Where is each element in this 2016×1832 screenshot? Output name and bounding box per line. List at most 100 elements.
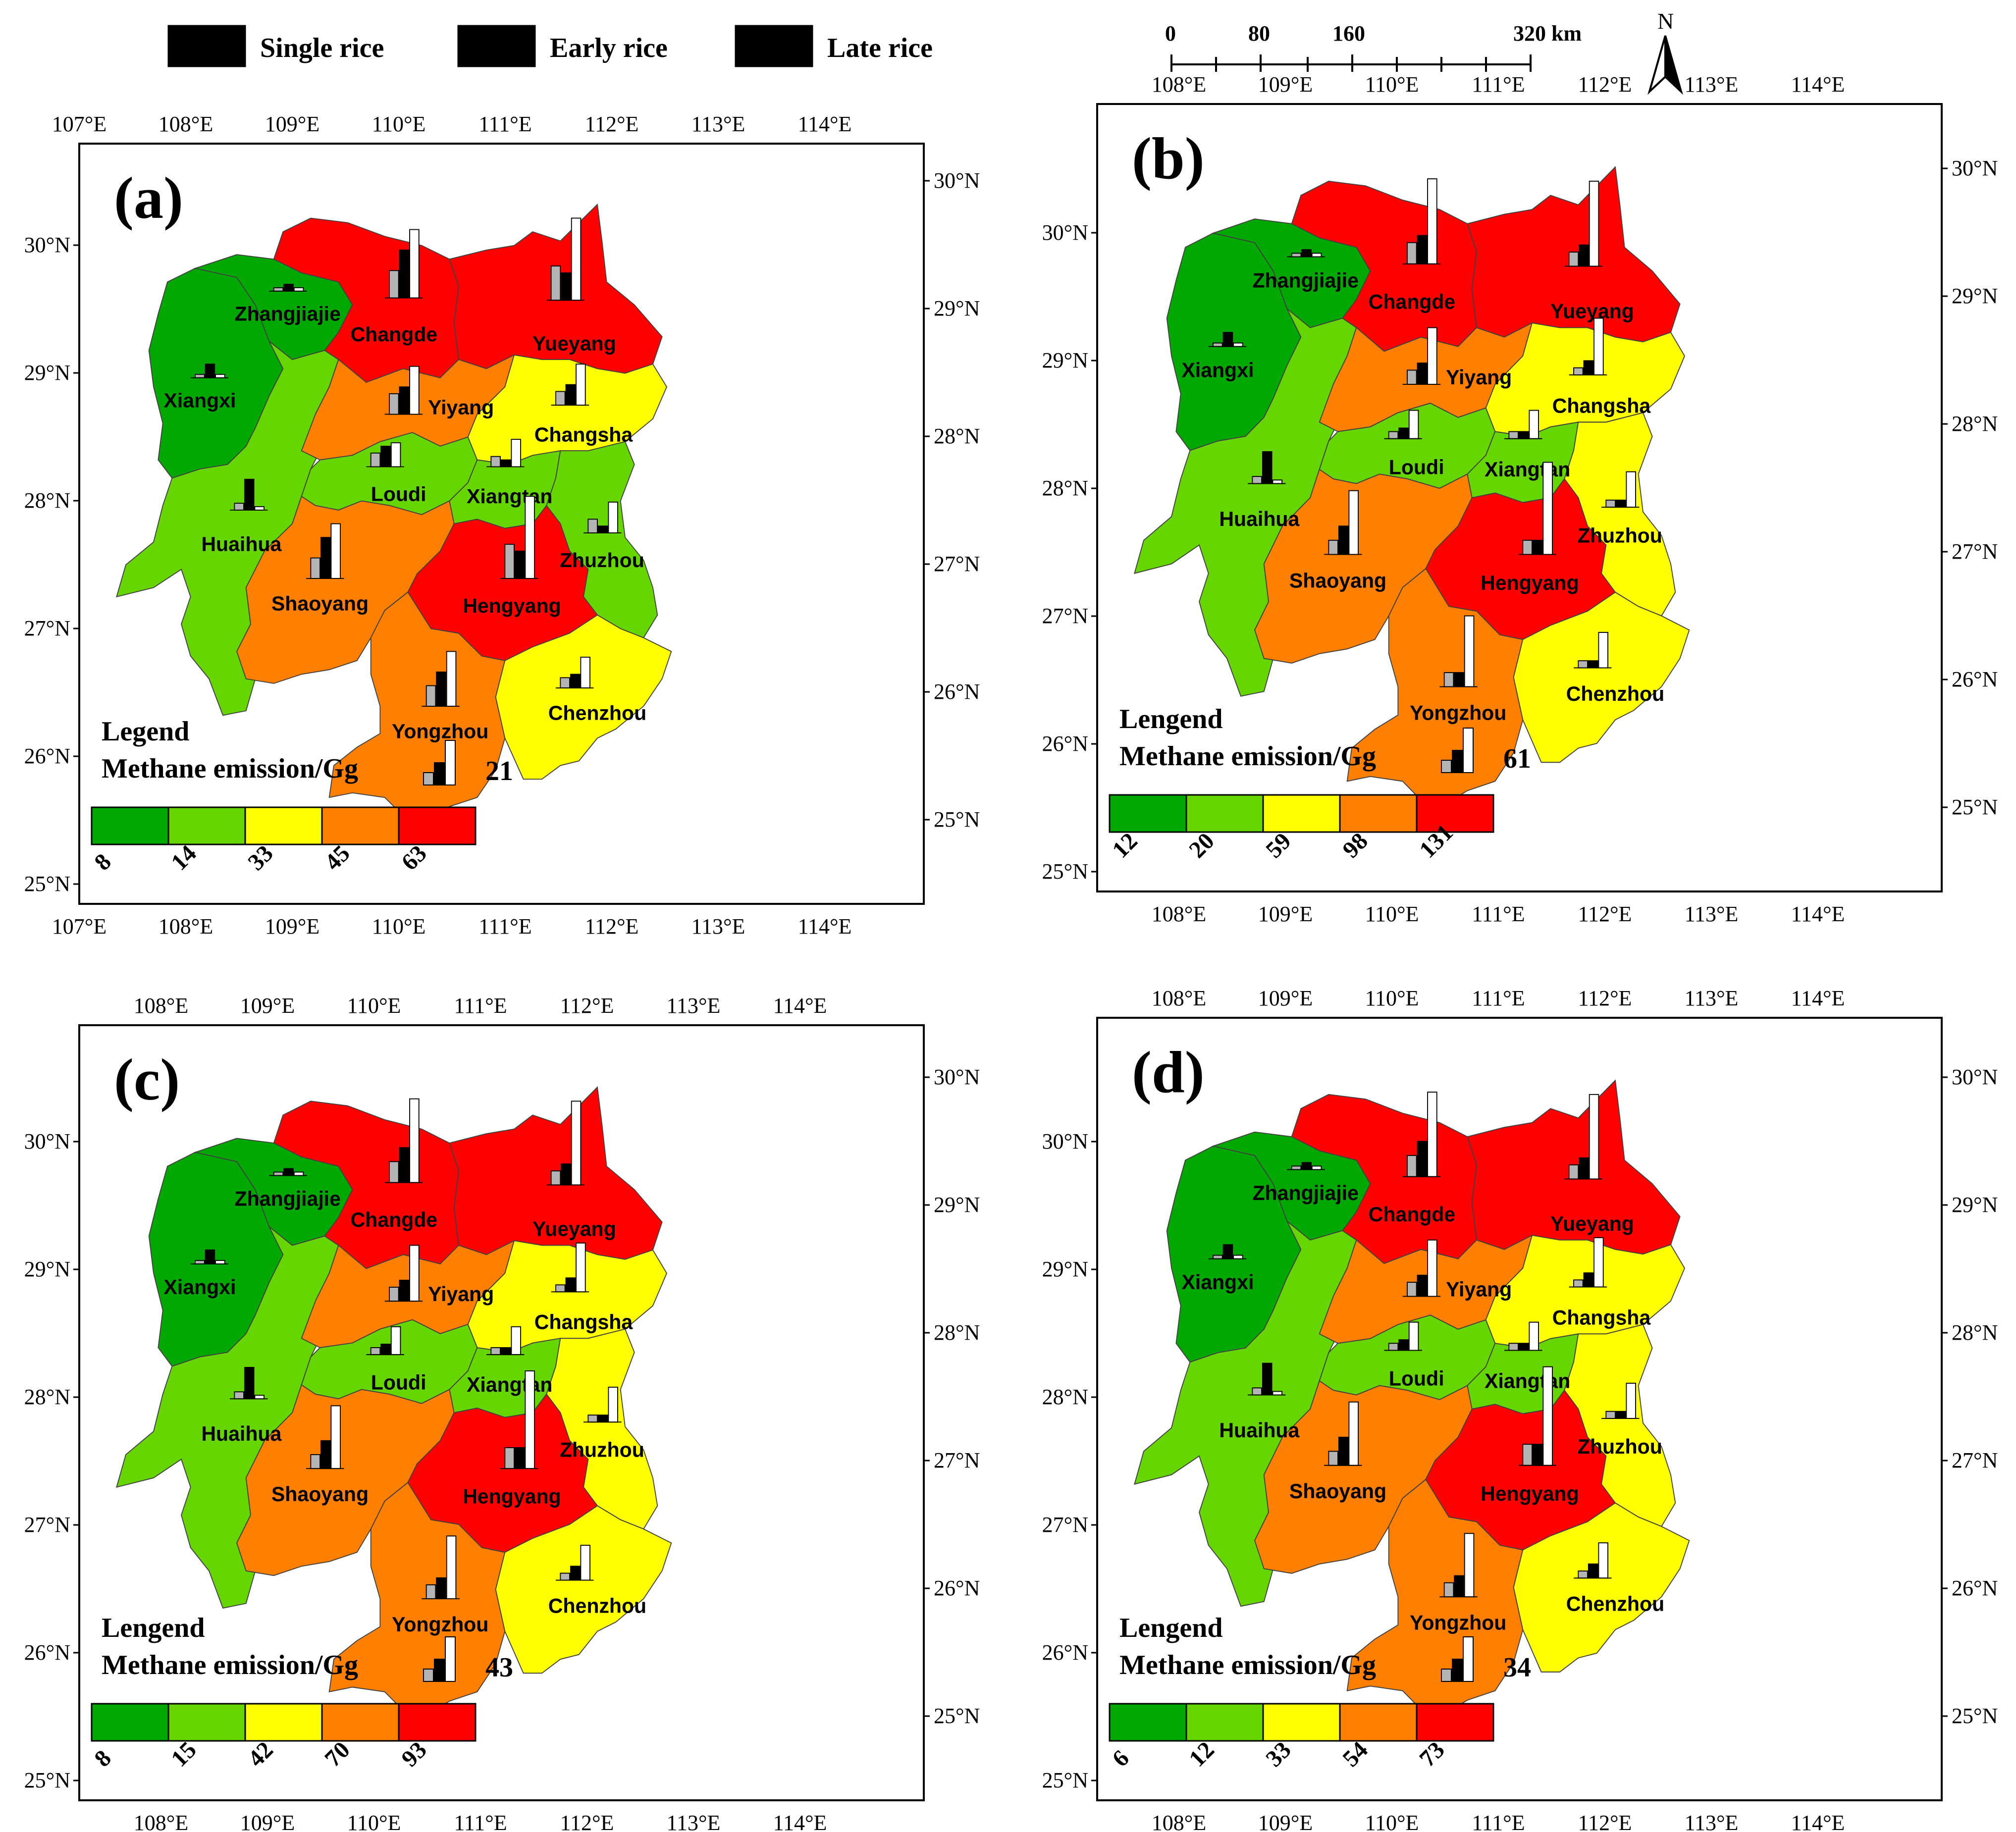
city-label-loudi: Loudi	[1389, 1367, 1444, 1390]
region-chenzhou[interactable]	[1513, 1502, 1690, 1673]
early-rice-bar	[1605, 1411, 1616, 1419]
lat-tick-right: 30°N	[1952, 156, 1998, 180]
map-panel-1: Zhangjiajie Changde Yueyang Xiangxi Yiyang Ch…	[24, 112, 980, 939]
legend-bar-icon	[1441, 728, 1474, 773]
late-rice-bar	[1408, 410, 1419, 439]
lat-tick-right: 26°N	[1952, 1576, 1998, 1600]
lat-tick-right: 26°N	[934, 1576, 980, 1600]
bar-chart-changsha	[1569, 317, 1607, 375]
lon-tick-top: 112°E	[1578, 986, 1632, 1010]
city-label-loudi: Loudi	[371, 483, 426, 506]
region-chenzhou[interactable]	[495, 1505, 672, 1674]
early-rice-bar	[1443, 672, 1454, 687]
early-rice-bar	[1578, 660, 1588, 669]
late-rice-bar	[1311, 1165, 1322, 1170]
city-label-changde: Changde	[1369, 1203, 1456, 1226]
bar-chart-huaihua	[230, 1367, 268, 1400]
single-rice-bar	[1454, 672, 1464, 687]
bar-chart-loudi	[366, 442, 404, 468]
city-label-huaihua: Huaihua	[201, 533, 281, 556]
late-rice-bar	[1542, 1366, 1553, 1466]
early-rice-bar	[1407, 369, 1417, 385]
late-rice-bar	[409, 366, 420, 415]
late-rice-bar	[1464, 615, 1475, 687]
city-label-changsha: Changsha	[1552, 1306, 1651, 1329]
late-rice-bar	[330, 523, 341, 579]
single-rice-bar	[500, 459, 511, 468]
city-label-chenzhou: Chenzhou	[1566, 1592, 1664, 1615]
legend-class-1	[1109, 794, 1187, 833]
bar-chart-yongzhou	[1439, 615, 1478, 687]
bar-chart-zhuzhou	[1601, 1382, 1640, 1419]
legend-class-4	[321, 1703, 400, 1742]
lat-tick-left: 30°N	[1042, 220, 1088, 245]
region-chenzhou[interactable]	[495, 614, 672, 780]
legend-bar-icon	[423, 740, 456, 785]
legend-class-3	[244, 1703, 323, 1742]
early-rice-bar	[587, 519, 598, 533]
early-rice-bar	[504, 1447, 515, 1469]
late-rice-bar	[580, 1545, 590, 1581]
lon-tick-bottom: 110°E	[347, 1811, 401, 1832]
city-label-yueyang: Yueyang	[532, 332, 616, 355]
lon-tick-top: 111°E	[478, 112, 531, 136]
city-label-xiangtan: Xiangtan	[1485, 1369, 1570, 1392]
early-rice-bar	[504, 544, 515, 579]
early-rice-bar	[389, 1161, 399, 1183]
bar-chart-xiangxi	[190, 1249, 229, 1264]
lat-tick-right: 25°N	[1952, 795, 1998, 819]
lat-tick-right: 27°N	[934, 552, 980, 576]
lat-tick-left: 26°N	[1042, 732, 1088, 756]
legend-unit: Methane emission/Gg	[102, 1650, 358, 1680]
single-rice-bar	[570, 1566, 581, 1581]
panel-label: (a)	[114, 165, 183, 231]
late-rice-bar	[608, 501, 618, 533]
scale-tick-0: 0	[1165, 21, 1176, 46]
bar-chart-xiangxi	[190, 364, 229, 378]
region-chenzhou[interactable]	[1513, 591, 1690, 763]
lat-tick-right: 29°N	[1952, 284, 1998, 308]
early-rice-bar	[310, 1454, 320, 1469]
early-rice-bar	[1407, 242, 1417, 264]
lat-tick-left: 30°N	[24, 233, 70, 257]
lon-tick-top: 110°E	[1365, 986, 1419, 1010]
city-label-yongzhou: Yongzhou	[1410, 701, 1506, 725]
single-rice-bar	[565, 1277, 576, 1293]
late-rice-bar	[409, 1098, 420, 1183]
lon-tick-bottom: 113°E	[691, 914, 745, 939]
lon-tick-top: 108°E	[1152, 72, 1206, 97]
bar-chart-changsha	[1569, 1237, 1607, 1288]
legend-bar-value: 34	[1503, 1652, 1531, 1683]
bar-chart-changde	[384, 1098, 423, 1183]
city-label-loudi: Loudi	[1389, 455, 1444, 479]
lon-tick-top: 110°E	[1365, 72, 1419, 97]
single-rice-bar	[561, 272, 571, 301]
city-label-chenzhou: Chenzhou	[548, 1594, 646, 1617]
single-rice-bar	[1301, 1162, 1312, 1170]
early-rice-bar	[425, 685, 436, 707]
late-rice-bar	[1427, 327, 1437, 385]
early-rice-bar	[1573, 367, 1584, 375]
legend-class-5	[398, 806, 477, 845]
early-rice-bar	[550, 265, 561, 301]
single-rice-bar	[1417, 235, 1428, 264]
bar-chart-chenzhou	[1573, 631, 1612, 669]
city-label-hengyang: Hengyang	[463, 1485, 561, 1508]
bar-chart-xiangtan	[486, 1326, 525, 1356]
single-rice-label: Single rice	[260, 33, 384, 63]
single-rice-bar	[1615, 1411, 1626, 1419]
map-panel-2: Zhangjiajie Changde Yueyang Xiangxi Yiyang Ch…	[1042, 72, 1998, 926]
legend-class-4	[321, 806, 400, 845]
city-label-hengyang: Hengyang	[463, 594, 561, 617]
lat-tick-left: 29°N	[1042, 1257, 1088, 1281]
single-rice-bar	[1454, 1575, 1464, 1598]
single-rice-bar	[1398, 427, 1409, 439]
lat-tick-left: 27°N	[1042, 1513, 1088, 1537]
bar-chart-chenzhou	[1573, 1542, 1612, 1579]
lat-tick-right: 27°N	[1952, 539, 1998, 564]
legend-class-4	[1339, 794, 1418, 833]
single-rice-bar	[1262, 451, 1273, 484]
bar-chart-huaihua	[230, 478, 268, 511]
single-rice-bar	[514, 1447, 525, 1469]
